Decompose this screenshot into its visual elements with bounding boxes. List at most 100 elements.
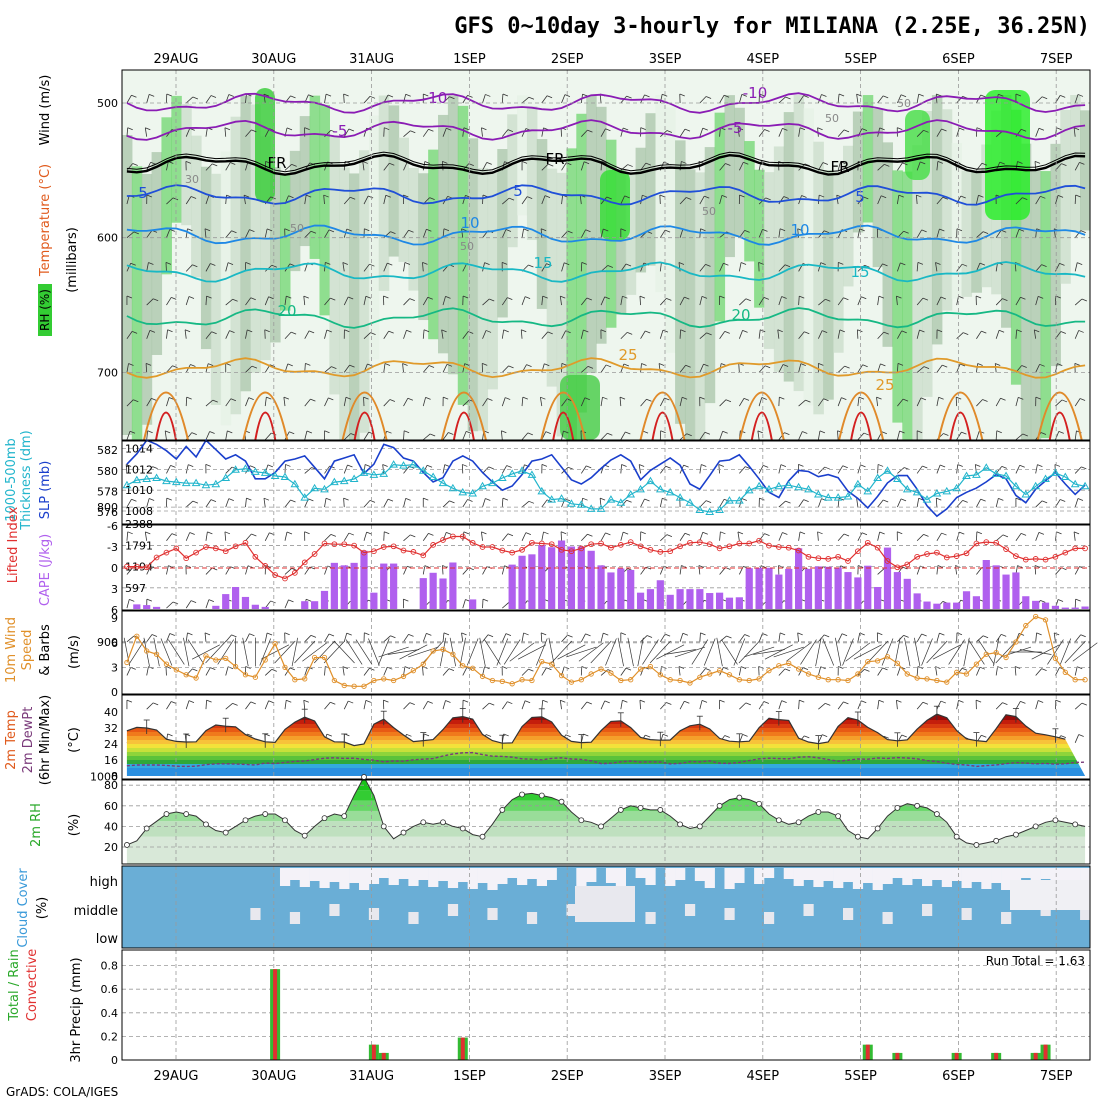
cape-bar	[261, 606, 269, 609]
upper-wind-barb-flag	[1015, 497, 1022, 501]
rh-point	[696, 823, 703, 830]
upper-wind-barb	[916, 130, 924, 137]
upper-wind-barb-flag	[876, 396, 882, 400]
lifted-index-point	[1082, 545, 1088, 552]
upper-wind-barb	[403, 398, 409, 407]
upper-wind-barb-flag	[247, 733, 253, 737]
lifted-index-point	[588, 541, 595, 548]
lifted-index-point	[351, 542, 357, 549]
upper-wind-barb-flag	[387, 498, 394, 502]
lifted-index-point	[410, 549, 417, 555]
upper-wind-barb	[126, 599, 130, 609]
rh-point	[183, 811, 190, 817]
rh-point	[598, 823, 604, 830]
upper-wind-barb-flag	[779, 396, 785, 400]
thickness-point	[1011, 481, 1021, 490]
rh-shade	[803, 108, 814, 406]
upper-wind-barb-flag	[387, 94, 394, 98]
upper-wind-barb-flag	[975, 464, 981, 467]
upper-wind-barb	[877, 499, 884, 508]
upper-wind-barb	[739, 298, 747, 306]
thickness-tick: 582	[97, 444, 118, 457]
upper-wind-barb-flag	[1001, 633, 1007, 637]
upper-wind-barb	[541, 700, 544, 710]
upper-wind-barb-flag	[1038, 296, 1044, 299]
cape-bar	[913, 593, 921, 609]
upper-wind-barb	[561, 330, 566, 339]
upper-wind-barb	[660, 465, 667, 474]
upper-wind-barb	[936, 228, 940, 238]
rh-shade	[843, 145, 854, 287]
upper-wind-barb-flag	[210, 499, 217, 503]
upper-wind-barb-flag	[485, 498, 491, 501]
upper-wind-barb-flag	[133, 231, 139, 235]
upper-wind-barb-flag	[937, 565, 943, 568]
upper-wind-barb-flag	[524, 700, 531, 704]
upper-wind-barb-flag	[640, 531, 646, 535]
upper-wind-barb	[126, 231, 135, 239]
upper-wind-barb-flag	[939, 632, 945, 636]
x-label-bottom: 2SEP	[551, 1069, 584, 1084]
upper-wind-barb-flag	[205, 464, 211, 467]
rh-point	[163, 811, 170, 817]
upper-wind-barb-flag	[586, 701, 592, 705]
upper-wind-barb	[817, 94, 822, 104]
upper-wind-barb-flag	[838, 93, 845, 97]
warm-isotherm-loop	[242, 391, 289, 441]
upper-wind-barb-flag	[325, 262, 331, 265]
high-cloud-cell	[734, 868, 745, 883]
upper-wind-barb-flag	[666, 702, 672, 705]
upper-wind-barb	[541, 127, 544, 137]
upper-wind-barb	[1074, 398, 1081, 407]
upper-wind-barb-flag	[528, 96, 535, 100]
surface-wind-barb	[617, 637, 624, 667]
rh-shade	[922, 111, 933, 397]
upper-wind-barb-flag	[449, 96, 455, 100]
hot-isotherm-loop	[750, 411, 773, 441]
upper-wind-barb-flag	[409, 298, 415, 301]
upper-wind-barb	[897, 635, 904, 643]
upper-wind-barb-flag	[481, 127, 487, 131]
upper-wind-barb-flag	[799, 127, 806, 131]
upper-wind-barb	[719, 195, 723, 205]
lifted-index-point	[845, 558, 851, 564]
upper-wind-barb	[817, 531, 819, 541]
upper-wind-barb-flag	[764, 533, 770, 536]
wind-speed-point	[934, 677, 940, 684]
upper-wind-barb	[482, 94, 486, 104]
upper-wind-barb-flag	[1060, 94, 1066, 98]
high-cloud-cell	[852, 868, 864, 889]
upper-wind-barb-flag	[343, 93, 349, 97]
upper-wind-barb-flag	[838, 666, 844, 669]
upper-wind-barb	[263, 498, 266, 508]
rh-shade	[912, 145, 923, 440]
surface-wind-barb	[333, 640, 355, 664]
lifted-index-tick: 3	[111, 583, 118, 596]
high-cloud-cell	[615, 868, 627, 890]
upper-wind-barb-flag	[344, 329, 350, 333]
upper-wind-barb	[619, 397, 622, 407]
upper-wind-barb	[581, 533, 588, 542]
slp-line	[126, 439, 1086, 518]
upper-wind-barb	[877, 667, 883, 676]
rh-tick: 80	[104, 779, 118, 792]
high-cloud-cell	[675, 868, 686, 880]
upper-wind-barb-flag	[999, 161, 1005, 165]
lifted-index-point	[193, 549, 199, 556]
rh-shade	[872, 108, 884, 268]
upper-wind-barb-flag	[172, 601, 179, 605]
temp-line	[126, 713, 1066, 747]
upper-wind-barb	[403, 298, 411, 306]
cape-tick: 597	[125, 582, 146, 595]
upper-wind-barb	[541, 667, 547, 676]
upper-wind-barb	[225, 398, 232, 407]
upper-wind-barb	[659, 229, 666, 238]
upper-wind-barb-flag	[1018, 397, 1024, 400]
wind-speed-point	[282, 664, 288, 671]
lifted-index-point	[716, 545, 723, 552]
upper-wind-barb	[737, 127, 740, 137]
upper-wind-barb-flag	[1056, 531, 1062, 535]
upper-wind-barb	[501, 329, 505, 339]
upper-wind-barb-flag	[445, 700, 451, 703]
